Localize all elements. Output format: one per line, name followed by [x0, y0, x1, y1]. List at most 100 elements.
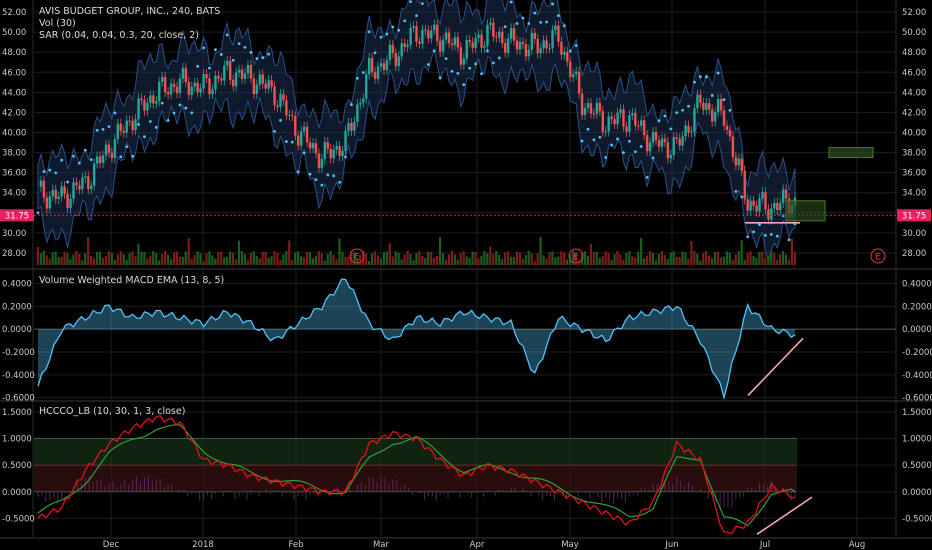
candle-body [669, 155, 673, 159]
candle-body [51, 189, 54, 197]
volume-bar [444, 259, 448, 265]
macd-panel-title: Volume Weighted MACD EMA (13, 8, 5) [39, 275, 224, 286]
candle-body [273, 86, 276, 106]
volume-bar [311, 258, 315, 265]
sar-dot [787, 238, 791, 242]
candle-body [773, 202, 776, 209]
volume-bar [291, 259, 294, 265]
volume-bar [122, 254, 125, 265]
candle-body [258, 74, 261, 85]
candle-body [382, 63, 386, 71]
hccco-y-tick-label-right: -0.5000 [902, 514, 932, 524]
volume-bar [400, 259, 403, 265]
volume-bar [613, 254, 616, 265]
volume-bar [648, 251, 652, 265]
sar-dot [113, 111, 117, 115]
sar-dot [562, 24, 566, 28]
volume-bar [202, 260, 205, 265]
candle-body [66, 193, 69, 209]
sar-dot [557, 14, 560, 18]
volume-bar [240, 251, 244, 265]
sar-dot [722, 98, 726, 101]
candle-body [560, 41, 563, 55]
candle-body [223, 65, 226, 81]
macd-y-tick-label-left: 0.2000 [2, 302, 32, 312]
hccco-y-tick-label-right: 1.5000 [902, 408, 932, 418]
price-y-tick-label-right: 50.00 [902, 28, 926, 38]
sar-dot [237, 42, 241, 46]
candle-body [69, 198, 72, 209]
x-tick-label: Aug [849, 540, 866, 550]
candle-body [332, 149, 335, 159]
volume-bar [329, 251, 332, 265]
volume-bar [776, 260, 779, 265]
volume-bar [486, 253, 489, 265]
candle-body [601, 111, 604, 132]
volume-bar [501, 259, 504, 265]
candle-body [166, 92, 170, 95]
volume-bar [601, 255, 604, 265]
candle-body [261, 74, 264, 84]
candle-body [542, 40, 545, 49]
candle-body [430, 30, 433, 39]
candle-body [586, 103, 590, 108]
volume-bar [509, 256, 513, 265]
volume-bar [66, 252, 69, 265]
volume-bar [787, 259, 791, 265]
volume-bar [365, 253, 368, 265]
price-y-tick-label-right: 40.00 [902, 128, 926, 138]
volume-bar [758, 251, 761, 265]
volume-bar [362, 251, 365, 265]
volume-bar [660, 251, 663, 265]
candle-body [373, 72, 377, 79]
volume-bar [246, 260, 249, 265]
sar-dot [539, 20, 543, 24]
sar-dot [533, 11, 537, 15]
volume-bar [586, 255, 590, 265]
sar-dot [663, 114, 667, 118]
volume-bar [518, 252, 521, 265]
volume-bar [506, 251, 510, 265]
sar-dot [261, 56, 265, 60]
volume-bar [536, 253, 539, 265]
candle-body [471, 42, 474, 48]
candle-body [477, 34, 480, 38]
sar-dot [350, 103, 353, 106]
sar-dot [36, 211, 40, 215]
price-y-tick-label-left: 40.00 [2, 128, 26, 138]
candle-body [459, 47, 463, 65]
sar-dot [338, 180, 342, 184]
candle-body [90, 185, 93, 190]
volume-bar [128, 252, 131, 265]
volume-bar [731, 259, 734, 265]
candle-body [95, 156, 99, 164]
price-y-tick-label-right: 28.00 [902, 249, 926, 259]
volume-bar [696, 253, 699, 265]
volume-bar [412, 260, 415, 265]
candle-body [39, 180, 43, 187]
hccco-y-tick-label-right: 0.0000 [902, 488, 932, 498]
candle-body [755, 205, 758, 212]
candle-body [299, 131, 303, 146]
volume-bar [98, 251, 102, 265]
sar-dot [131, 154, 135, 158]
sar-dot [290, 140, 294, 144]
volume-bar [258, 258, 261, 265]
candle-body [702, 102, 705, 110]
candle-body [279, 94, 282, 107]
candle-body [231, 79, 235, 87]
volume-bar [391, 256, 394, 265]
volume-bar [285, 250, 288, 265]
volume-bar [63, 251, 66, 265]
candle-body [634, 112, 637, 126]
volume-bar [181, 257, 184, 265]
volume-bar [761, 251, 764, 265]
candle-body [54, 189, 57, 199]
sar-dot [302, 151, 306, 155]
price-y-tick-label-left: 48.00 [2, 48, 26, 58]
volume-bar [480, 255, 483, 265]
candle-body [341, 150, 344, 157]
candle-body [492, 22, 495, 37]
volume-bar [640, 238, 643, 265]
candle-body [468, 39, 471, 43]
